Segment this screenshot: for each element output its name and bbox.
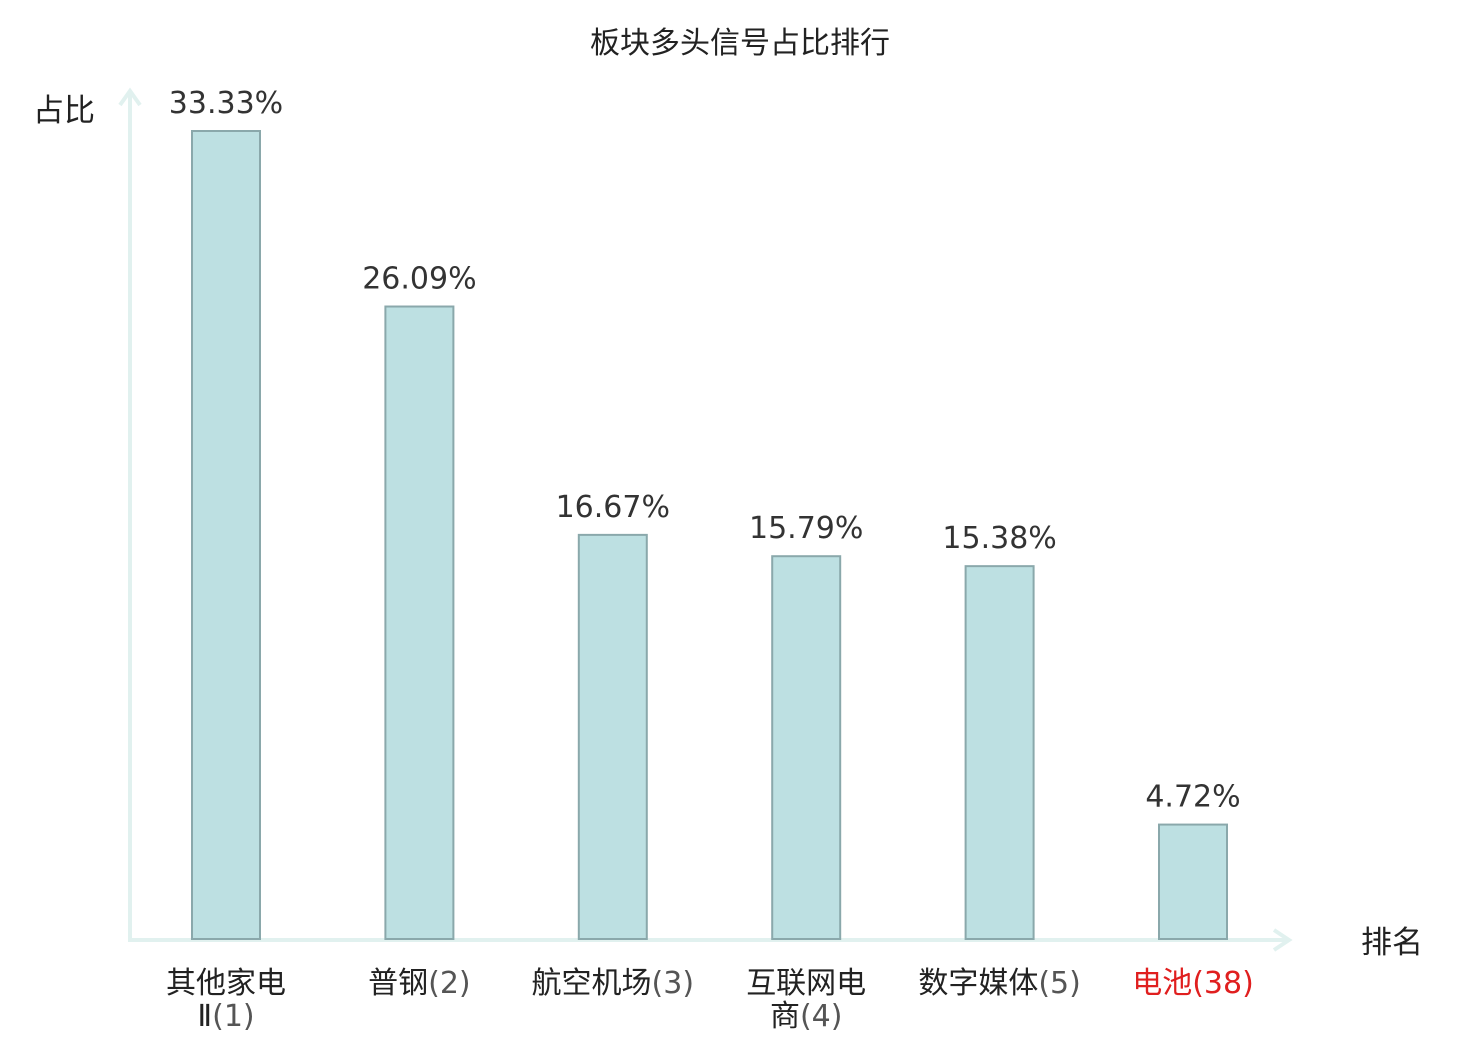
bar-2 [384,305,455,940]
bar-6 [1158,823,1228,940]
category-label-1: 其他家电 Ⅱ(1) [166,966,286,1034]
bar-1 [191,130,261,940]
chart-title: 板块多头信号占比排行 [590,26,890,61]
value-label-4: 15.79% [749,511,863,546]
y-axis: 占比 [33,87,142,940]
category-label-3: 航空机场(3) [532,966,695,1001]
value-label-1: 33.33% [169,86,283,121]
value-labels: 33.33% 26.09% 16.67% 15.79% 15.38% 4.72% [169,86,1241,815]
x-axis: 排名 [128,925,1423,961]
category-label-4: 互联网电商(4) [746,966,866,1034]
x-axis-arrow [1272,928,1293,952]
y-axis-title: 占比 [33,93,95,129]
bar-5 [964,565,1035,940]
category-label-5: 数字媒体(5) [918,966,1081,1001]
x-axis-title: 排名 [1361,925,1423,961]
category-labels: 其他家电 Ⅱ(1) 普钢(2) 航空机场(3) 互联网电商(4) 数字媒体(5) 电池(38… [166,966,1254,1034]
bar-4 [771,555,842,940]
y-axis-arrow [118,87,142,107]
bar-series [191,130,1228,940]
value-label-3: 16.67% [556,490,670,525]
value-label-6: 4.72% [1145,780,1240,815]
category-label-2: 普钢(2) [368,966,471,1001]
category-label-6: 电池(38) [1132,966,1254,1001]
bar-3 [577,533,648,940]
value-label-5: 15.38% [942,521,1056,556]
value-label-2: 26.09% [362,262,476,297]
